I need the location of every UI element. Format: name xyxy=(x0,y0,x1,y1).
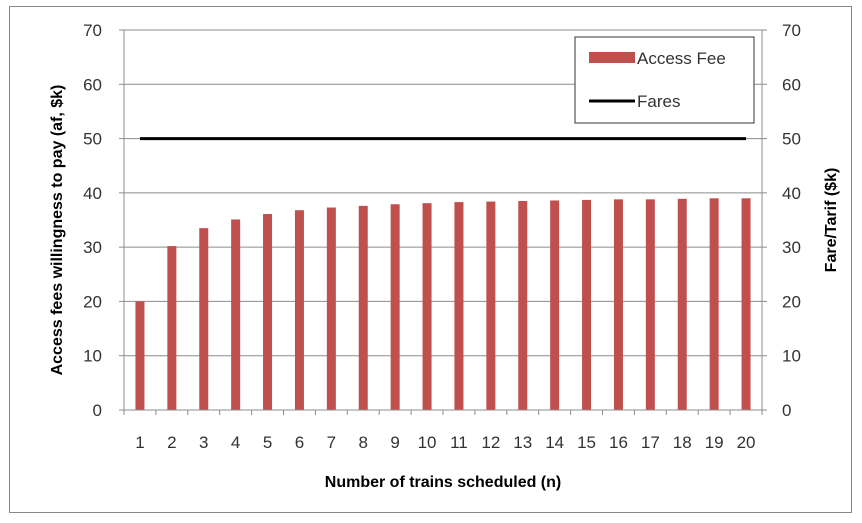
y-right-tick-label: 10 xyxy=(782,347,801,366)
x-tick-label: 13 xyxy=(513,433,532,452)
x-tick-label: 2 xyxy=(167,433,176,452)
x-tick-label: 9 xyxy=(390,433,399,452)
y-left-tick-label: 0 xyxy=(93,401,102,420)
bars xyxy=(135,198,751,410)
y-left-tick-label: 60 xyxy=(83,75,102,94)
x-tick-label: 4 xyxy=(231,433,240,452)
bar-access-fee xyxy=(518,201,528,410)
bar-access-fee xyxy=(263,214,273,410)
x-tick-label: 10 xyxy=(418,433,437,452)
x-tick-label: 19 xyxy=(705,433,724,452)
bar-access-fee xyxy=(454,202,464,410)
x-axis-title: Number of trains scheduled (n) xyxy=(325,474,561,491)
x-tick-label: 16 xyxy=(609,433,628,452)
legend-swatch-access-fee xyxy=(589,52,635,63)
x-tick-label: 20 xyxy=(737,433,756,452)
y-axis-left-ticks: 0 10 20 30 40 50 60 70 xyxy=(83,21,102,420)
y-right-tick-label: 0 xyxy=(782,401,791,420)
x-tick-label: 18 xyxy=(673,433,692,452)
bar-access-fee xyxy=(358,205,368,410)
bar-access-fee xyxy=(326,207,336,410)
bar-access-fee xyxy=(709,198,719,410)
x-tick-label: 1 xyxy=(135,433,144,452)
x-tick-label: 15 xyxy=(577,433,596,452)
y-right-tick-label: 70 xyxy=(782,21,801,40)
y-axis-right-title: Fare/Tarif ($k) xyxy=(823,168,840,273)
bar-access-fee xyxy=(294,210,304,410)
bar-access-fee xyxy=(231,219,241,410)
bar-access-fee xyxy=(135,301,145,410)
bar-access-fee xyxy=(390,204,400,410)
y-left-tick-label: 50 xyxy=(83,130,102,149)
bar-access-fee xyxy=(550,200,560,410)
y-axis-right-ticks: 0 10 20 30 40 50 60 70 xyxy=(782,21,801,420)
y-right-tick-label: 20 xyxy=(782,292,801,311)
legend-box xyxy=(574,36,755,124)
axes xyxy=(119,29,767,415)
bar-access-fee xyxy=(167,246,177,410)
x-tick-label: 11 xyxy=(450,433,468,452)
y-right-tick-label: 60 xyxy=(782,75,801,94)
legend: Access Fee Fares xyxy=(574,36,755,124)
bar-access-fee xyxy=(613,199,623,410)
x-tick-label: 17 xyxy=(641,433,660,452)
x-tick-label: 8 xyxy=(359,433,368,452)
x-tick-label: 12 xyxy=(481,433,500,452)
bar-access-fee xyxy=(422,203,432,410)
y-left-tick-label: 70 xyxy=(83,21,102,40)
x-tick-label: 7 xyxy=(327,433,336,452)
y-right-tick-label: 40 xyxy=(782,184,801,203)
x-tick-label: 6 xyxy=(295,433,304,452)
legend-label-fares: Fares xyxy=(637,92,680,111)
y-right-tick-label: 50 xyxy=(782,130,801,149)
legend-label-access-fee: Access Fee xyxy=(637,49,726,68)
y-right-tick-label: 30 xyxy=(782,238,801,257)
bar-access-fee xyxy=(677,198,687,410)
x-tick-label: 5 xyxy=(263,433,272,452)
y-left-tick-label: 10 xyxy=(83,347,102,366)
y-left-tick-label: 40 xyxy=(83,184,102,203)
bar-access-fee xyxy=(582,199,592,410)
y-left-tick-label: 30 xyxy=(83,238,102,257)
bar-access-fee xyxy=(486,201,496,410)
bar-access-fee xyxy=(741,198,751,410)
x-axis-ticks: 1 2 3 4 5 6 7 8 9 10 11 12 13 14 15 16 17 18 19 20 xyxy=(135,433,755,452)
bar-access-fee xyxy=(645,199,655,410)
y-axis-left-title: Access fees willingness to pay (af, $k) xyxy=(49,85,66,376)
x-tick-label: 14 xyxy=(545,433,564,452)
bar-access-fee xyxy=(199,228,209,410)
y-left-tick-label: 20 xyxy=(83,292,102,311)
x-tick-label: 3 xyxy=(199,433,208,452)
